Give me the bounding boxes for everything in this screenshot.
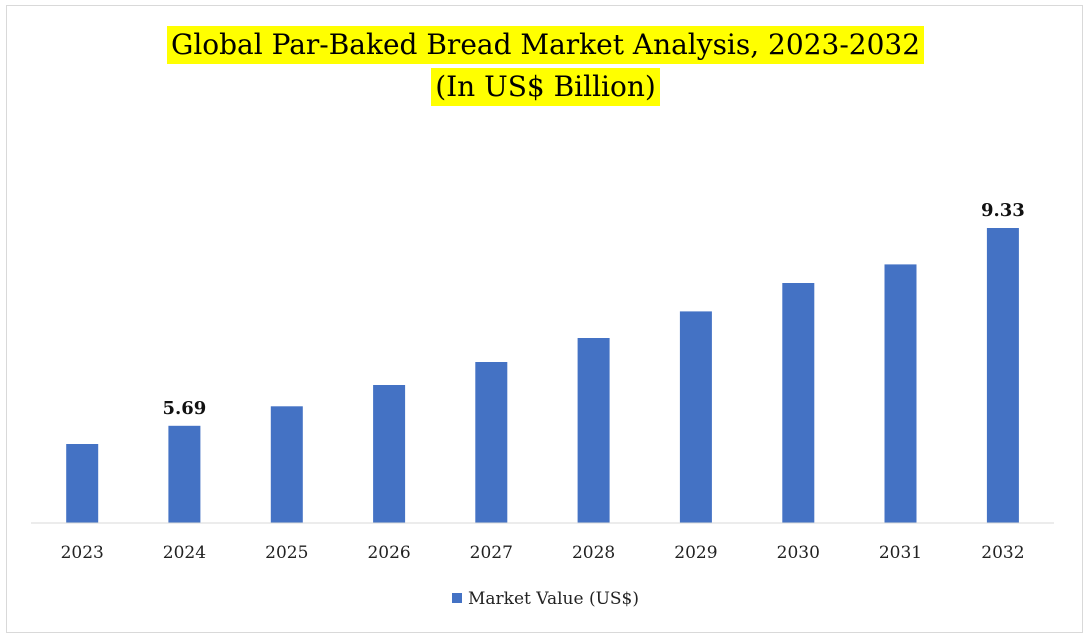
x-tick-label-2025: 2025 — [265, 543, 308, 563]
legend-swatch — [451, 593, 462, 603]
legend-label: Market Value (US$) — [467, 589, 640, 609]
legend[interactable]: Market Value (US$) — [0, 589, 1091, 609]
bar-2028[interactable] — [577, 338, 610, 523]
x-tick-label-2027: 2027 — [470, 543, 513, 563]
x-tick-label-2024: 2024 — [163, 543, 206, 563]
bar-2031[interactable] — [884, 264, 917, 523]
x-tick-label-2023: 2023 — [61, 543, 104, 563]
bars-layer — [66, 228, 1019, 523]
chart-title: Global Par-Baked Bread Market Analysis, … — [0, 26, 1091, 110]
bar-2024[interactable] — [168, 425, 201, 523]
x-tick-label-2028: 2028 — [572, 543, 615, 563]
bar-2025[interactable] — [270, 406, 303, 523]
labels-layer: 2023 2024 2025 2026 2027 2028 2029 2030 2031 2032… — [61, 200, 1025, 563]
bar-2029[interactable] — [679, 311, 712, 523]
data-label-2024: 5.69 — [162, 398, 206, 419]
chart-title-line-1: Global Par-Baked Bread Market Analysis, … — [166, 26, 925, 64]
x-tick-label-2029: 2029 — [674, 543, 717, 563]
bar-2030[interactable] — [782, 283, 815, 523]
bar-2027[interactable] — [475, 362, 508, 523]
bar-2026[interactable] — [373, 385, 406, 523]
data-label-2032: 9.33 — [981, 200, 1025, 221]
x-tick-label-2026: 2026 — [367, 543, 410, 563]
x-tick-label-2032: 2032 — [981, 543, 1024, 563]
x-tick-label-2030: 2030 — [777, 543, 820, 563]
chart-title-line-2: (In US$ Billion) — [431, 68, 660, 106]
bar-2023[interactable] — [66, 444, 99, 523]
x-tick-label-2031: 2031 — [879, 543, 922, 563]
bar-2032[interactable] — [986, 228, 1019, 523]
